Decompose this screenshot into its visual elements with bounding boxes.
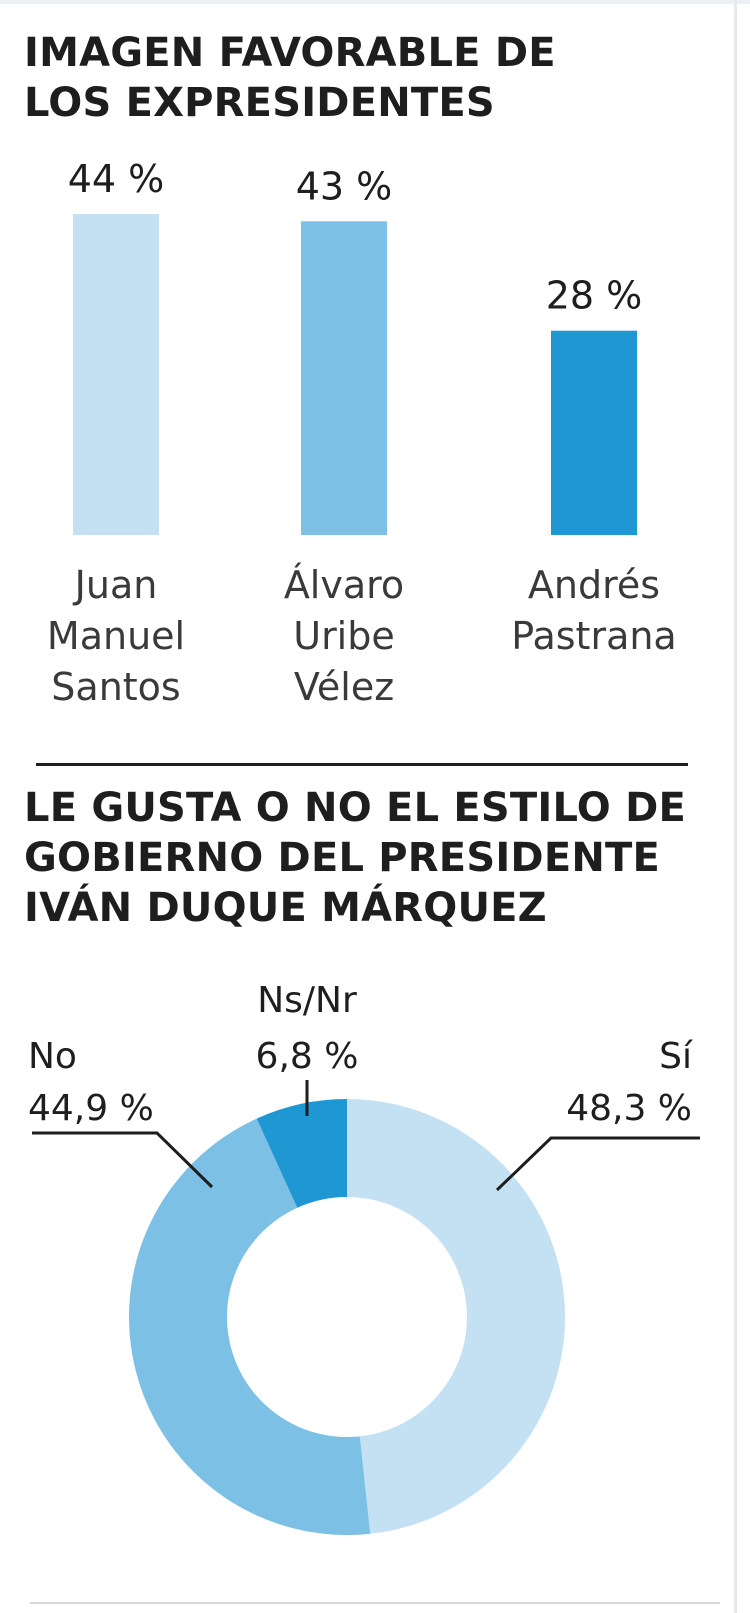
- section-divider: [36, 763, 688, 766]
- leader-line-no: [32, 1131, 214, 1189]
- slice-value-label-3: 6,8 %: [256, 1036, 359, 1077]
- bar-chart: 44 % Juan Manuel Santos 43 % Álvaro Uribe Vélez…: [47, 157, 677, 709]
- bar-chart-title: IMAGEN FAVORABLE DE LOS EXPRESIDENTES: [24, 28, 684, 128]
- bar-value-label-3: 28 %: [546, 274, 643, 318]
- bar-title-line-2: LOS EXPRESIDENTES: [24, 80, 495, 126]
- bottom-rule: [30, 1602, 720, 1604]
- bar-2: [301, 221, 387, 535]
- donut-slice-3: [256, 1099, 347, 1208]
- slice-value-label-2: 44,9 %: [28, 1088, 154, 1129]
- bar-title-line-1: IMAGEN FAVORABLE DE: [24, 30, 556, 76]
- donut-slice-1: [347, 1099, 566, 1534]
- slice-label-3: Ns/Nr: [257, 980, 357, 1021]
- donut-title-line-1: LE GUSTA O NO EL ESTILO DE: [24, 785, 687, 831]
- bar-1: [73, 214, 159, 535]
- bar-value-label-2: 43 %: [296, 164, 393, 208]
- donut-chart-title: LE GUSTA O NO EL ESTILO DE GOBIERNO DEL …: [24, 783, 714, 933]
- frame-right-edge: [734, 0, 737, 1613]
- leader-line-si: [495, 1136, 700, 1192]
- donut-title-line-2: GOBIERNO DEL PRESIDENTE: [24, 835, 661, 881]
- slice-value-label-1: 48,3 %: [566, 1088, 692, 1129]
- donut-slice-2: [129, 1118, 371, 1535]
- bar-value-label-1: 44 %: [68, 157, 165, 201]
- category-label-3: Andrés Pastrana: [511, 563, 676, 658]
- category-label-2: Álvaro Uribe Vélez: [284, 563, 404, 709]
- slice-label-1: Sí: [659, 1036, 693, 1077]
- slice-label-2: No: [28, 1036, 77, 1077]
- donut-title-line-3: IVÁN DUQUE MÁRQUEZ: [24, 885, 547, 931]
- frame-top-edge: [0, 0, 750, 4]
- category-label-1: Juan Manuel Santos: [47, 563, 185, 709]
- bar-3: [551, 330, 637, 535]
